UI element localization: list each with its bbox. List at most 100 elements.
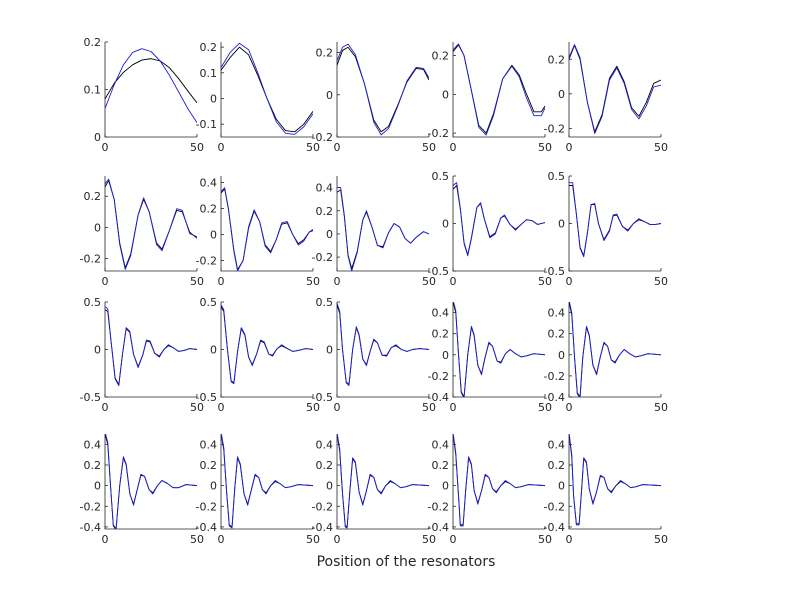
x-tick-label: 50 xyxy=(422,275,436,288)
subplot-4: 0 50-0.200.2 xyxy=(428,42,552,154)
series-line-black xyxy=(569,434,661,525)
series-line-black xyxy=(221,434,313,528)
y-tick-label: 0 xyxy=(210,229,217,242)
y-tick-label: 0.4 xyxy=(548,307,566,320)
subplot-14: 0 50 -0.4 -0.2 0 0.2 0.4 xyxy=(428,302,552,414)
series-line-black xyxy=(569,45,661,133)
y-tick-label: 0.5 xyxy=(316,296,334,309)
series-line-blue xyxy=(453,434,545,527)
subplot-1: 0 50 0 0.1 0.2 xyxy=(84,36,205,154)
y-tick-label: 0 xyxy=(326,89,333,102)
subplot-8: 0 50-0.200.20.4 xyxy=(312,176,436,288)
x-tick-label: 50 xyxy=(422,141,436,154)
y-tick-label: 0 xyxy=(442,480,449,493)
y-tick-label: 0 xyxy=(326,344,333,357)
y-tick-label: -0.2 xyxy=(80,253,101,266)
x-tick-label: 0 xyxy=(218,533,225,546)
x-tick-label: 50 xyxy=(306,401,320,414)
subplot-19: 0 50 -0.4 -0.2 0 0.2 0.4 xyxy=(428,434,552,546)
series-line-blue xyxy=(105,434,197,529)
y-tick-label: 0 xyxy=(210,344,217,357)
y-tick-label: 0 xyxy=(94,344,101,357)
y-tick-label: 0 xyxy=(94,480,101,493)
y-tick-label: 0 xyxy=(326,480,333,493)
axes-spine xyxy=(336,42,429,138)
subplot-13: 0 50-0.500.5 xyxy=(312,296,436,414)
axes-spine xyxy=(220,434,313,530)
series-line-black xyxy=(337,304,429,386)
subplot-20: 0 50 -0.4 -0.2 0 0.2 0.4 xyxy=(544,434,668,546)
subplot-10: 0 50-0.500.5 xyxy=(544,170,668,288)
y-tick-label: 0 xyxy=(326,228,333,241)
x-tick-label: 0 xyxy=(566,275,573,288)
series-line-black xyxy=(337,189,429,270)
y-tick-label: 0.2 xyxy=(84,36,102,49)
y-tick-label: -0.5 xyxy=(544,265,565,278)
x-tick-label: 0 xyxy=(450,141,457,154)
y-tick-label: 0.5 xyxy=(84,296,102,309)
series-line-blue xyxy=(337,434,429,529)
y-tick-label: -0.4 xyxy=(196,521,217,534)
series-line-black xyxy=(569,185,661,257)
x-tick-label: 50 xyxy=(538,141,552,154)
y-tick-label: -0.2 xyxy=(544,122,565,135)
y-tick-label: 0.2 xyxy=(200,203,218,216)
x-tick-label: 0 xyxy=(450,533,457,546)
x-tick-label: 50 xyxy=(306,533,320,546)
x-tick-label: 50 xyxy=(306,275,320,288)
subplot-15: 0 50 -0.4 -0.2 0 0.2 0.4 xyxy=(544,302,668,414)
y-tick-label: -0.1 xyxy=(196,118,217,131)
x-tick-label: 0 xyxy=(450,275,457,288)
series-line-blue xyxy=(337,187,429,271)
y-tick-label: 0 xyxy=(558,218,565,231)
series-line-black xyxy=(105,434,197,529)
y-tick-label: 0.2 xyxy=(200,459,218,472)
x-tick-label: 0 xyxy=(334,401,341,414)
y-tick-label: -0.2 xyxy=(196,255,217,268)
x-tick-label: 50 xyxy=(538,533,552,546)
y-tick-label: -0.5 xyxy=(196,391,217,404)
y-tick-label: 0.2 xyxy=(432,50,450,63)
subplot-7: 0 50-0.200.20.4 xyxy=(196,176,320,288)
subplot-6: 0 50-0.200.2 xyxy=(80,176,204,288)
x-tick-label: 50 xyxy=(306,141,320,154)
x-tick-label: 0 xyxy=(334,533,341,546)
y-tick-label: -0.5 xyxy=(312,391,333,404)
x-tick-label: 50 xyxy=(538,401,552,414)
series-line-black xyxy=(105,309,197,386)
series-line-blue xyxy=(105,48,197,123)
x-tick-label: 0 xyxy=(218,275,225,288)
y-tick-label: -0.2 xyxy=(196,500,217,513)
series-line-blue xyxy=(453,182,545,257)
y-tick-label: 0.2 xyxy=(316,47,334,60)
y-tick-label: -0.2 xyxy=(428,370,449,383)
axes-spine xyxy=(104,42,197,138)
axes-spine xyxy=(104,176,197,272)
y-tick-label: 0 xyxy=(442,218,449,231)
x-tick-label: 50 xyxy=(422,533,436,546)
y-tick-label: 0.2 xyxy=(548,459,566,472)
y-tick-label: 0.4 xyxy=(316,182,334,195)
y-tick-label: 0.2 xyxy=(432,328,450,341)
x-tick-label: 50 xyxy=(654,141,668,154)
series-line-blue xyxy=(221,304,313,385)
y-tick-label: -0.2 xyxy=(544,500,565,513)
x-tick-label: 0 xyxy=(102,533,109,546)
y-tick-label: -0.2 xyxy=(428,500,449,513)
x-tick-label: 0 xyxy=(102,401,109,414)
series-line-black xyxy=(337,46,429,133)
y-tick-label: 0.2 xyxy=(548,328,566,341)
series-line-black xyxy=(105,58,197,104)
series-line-black xyxy=(105,180,197,269)
y-tick-label: 0.4 xyxy=(432,438,450,451)
y-tick-label: 0.4 xyxy=(200,177,218,190)
axes-spine xyxy=(568,302,661,398)
y-tick-label: 0.4 xyxy=(548,438,566,451)
y-tick-label: 0 xyxy=(210,480,217,493)
series-line-blue xyxy=(221,187,313,271)
series-line-blue xyxy=(453,43,545,136)
x-tick-label: 50 xyxy=(190,401,204,414)
y-tick-label: -0.4 xyxy=(80,521,101,534)
